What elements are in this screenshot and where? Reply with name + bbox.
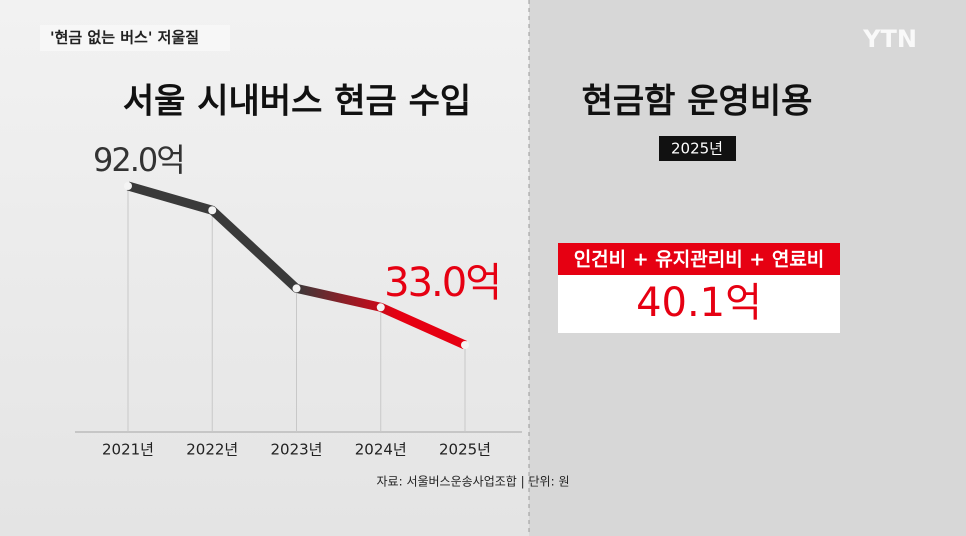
panel-components: 인건비 + 유지관리비 + 연료비 xyxy=(574,249,825,271)
logo: YTN xyxy=(862,25,917,53)
panel-year: 2025년 xyxy=(671,140,723,158)
header: '현금 없는 버스' 저울질 xyxy=(50,29,199,47)
value-label: 33.0억 xyxy=(384,260,500,306)
x-tick-label: 2021년 xyxy=(102,441,154,459)
point xyxy=(292,284,301,293)
panel-title: 현금함 운영비용 xyxy=(582,82,813,122)
point xyxy=(461,341,469,349)
value-box xyxy=(558,275,840,333)
point xyxy=(124,182,132,190)
value-label: 92.0억 xyxy=(93,141,184,179)
point xyxy=(208,206,217,215)
chart-title: 서울 시내버스 현금 수입 xyxy=(123,82,471,122)
x-tick-label: 2023년 xyxy=(271,441,323,459)
x-tick-label: 2022년 xyxy=(186,441,238,459)
point xyxy=(376,303,385,312)
components-box xyxy=(558,243,840,275)
left-panel xyxy=(0,0,529,536)
year-box xyxy=(659,136,736,161)
source: 자료: 서울버스운송사업조합 | 단위: 원 xyxy=(377,475,570,489)
header-box xyxy=(40,25,230,51)
x-tick-label: 2025년 xyxy=(439,441,491,459)
panel-value: 40.1억 xyxy=(636,280,762,326)
x-tick-label: 2024년 xyxy=(355,441,407,459)
